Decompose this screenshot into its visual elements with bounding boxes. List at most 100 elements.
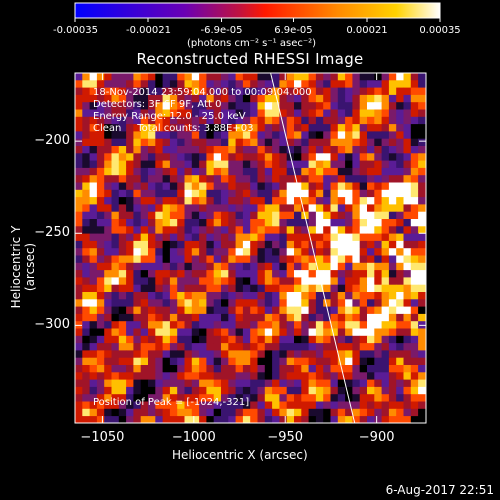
heatmap-cell [96, 408, 105, 417]
heatmap-cell [352, 284, 361, 293]
heatmap-cell [235, 102, 244, 110]
heatmap-cell [104, 321, 112, 329]
heatmap-cell [279, 335, 288, 344]
heatmap-cell [330, 138, 339, 147]
heatmap-cell [294, 116, 302, 125]
heatmap-cell [337, 219, 346, 227]
chart-title: Reconstructed RHESSI Image [136, 50, 364, 68]
heatmap-cell [140, 204, 149, 213]
heatmap-cell [148, 240, 156, 249]
heatmap-cell [140, 357, 149, 366]
heatmap-cell [184, 211, 193, 220]
heatmap-cell [410, 189, 419, 198]
heatmap-cell [381, 408, 390, 417]
heatmap-cell [228, 255, 236, 264]
heatmap-cell [294, 321, 302, 329]
heatmap-cell [133, 153, 142, 161]
heatmap-cell [206, 343, 215, 351]
heatmap-cell [264, 379, 273, 388]
heatmap-cell [162, 379, 171, 388]
heatmap-cell [272, 394, 280, 402]
heatmap-cell [140, 306, 149, 315]
heatmap-cell [410, 401, 419, 410]
heatmap-cell [199, 313, 207, 322]
heatmap-cell [323, 386, 331, 395]
heatmap-cell [177, 226, 185, 234]
heatmap-cell [126, 87, 134, 96]
heatmap-cell [213, 116, 222, 125]
heatmap-cell [140, 408, 149, 417]
heatmap-cell [242, 175, 251, 183]
heatmap-cell [242, 372, 251, 380]
heatmap-cell [337, 262, 346, 271]
heatmap-cell [118, 270, 127, 278]
heatmap-cell [191, 394, 200, 402]
heatmap-cell [228, 80, 236, 88]
heatmap-cell [89, 94, 98, 103]
heatmap-cell [337, 299, 346, 307]
heatmap-cell [308, 240, 317, 249]
heatmap-cell [213, 262, 222, 271]
heatmap-cell [396, 175, 404, 183]
heatmap-cell [359, 321, 368, 329]
heatmap-cell [352, 306, 361, 315]
heatmap-cell [104, 270, 112, 278]
heatmap-cell [169, 313, 178, 322]
heatmap-cell [104, 386, 112, 395]
heatmap-cell [396, 146, 404, 154]
heatmap-cell [96, 248, 105, 256]
heatmap-cell [381, 102, 390, 110]
heatmap-cell [96, 328, 105, 337]
heatmap-cell [221, 379, 229, 388]
heatmap-cell [191, 284, 200, 293]
heatmap-cell [294, 153, 302, 161]
heatmap-cell [96, 80, 105, 88]
heatmap-cell [301, 270, 309, 278]
heatmap-cell [345, 175, 353, 183]
heatmap-cell [367, 211, 375, 220]
heatmap-cell [301, 372, 309, 380]
heatmap-cell [410, 204, 419, 213]
heatmap-cell [228, 182, 236, 191]
heatmap-cell [96, 219, 105, 227]
heatmap-cell [96, 138, 105, 147]
heatmap-cell [213, 189, 222, 198]
heatmap-cell [206, 175, 215, 183]
heatmap-cell [264, 262, 273, 271]
heatmap-cell [367, 394, 375, 402]
heatmap-cell [169, 160, 178, 169]
heatmap-cell [89, 416, 98, 423]
heatmap-cell [133, 167, 142, 176]
heatmap-cell [352, 204, 361, 213]
heatmap-cell [221, 189, 229, 198]
heatmap-cell [352, 211, 361, 220]
heatmap-cell [242, 167, 251, 176]
heatmap-cell [286, 189, 295, 198]
heatmap-cell [301, 160, 309, 169]
heatmap-cell [272, 131, 280, 140]
heatmap-cell [323, 124, 331, 132]
heatmap-cell [191, 102, 200, 110]
heatmap-cell [118, 87, 127, 96]
heatmap-cell [359, 248, 368, 256]
heatmap-cell [140, 379, 149, 388]
heatmap-cell [82, 219, 90, 227]
heatmap-cell [323, 284, 331, 293]
heatmap-cell [345, 277, 353, 286]
heatmap-cell [410, 394, 419, 402]
heatmap-cell [162, 153, 171, 161]
heatmap-cell [75, 335, 83, 344]
heatmap-cell [388, 335, 397, 344]
heatmap-cell [177, 73, 185, 81]
heatmap-cell [359, 350, 368, 359]
heatmap-cell [279, 270, 288, 278]
heatmap-cell [213, 124, 222, 132]
heatmap-cell [213, 175, 222, 183]
heatmap-cell [235, 248, 244, 256]
heatmap-cell [242, 350, 251, 359]
heatmap-cell [381, 394, 390, 402]
heatmap-cell [206, 292, 215, 300]
heatmap-cell [242, 379, 251, 388]
heatmap-cell [279, 350, 288, 359]
heatmap-cell [126, 284, 134, 293]
